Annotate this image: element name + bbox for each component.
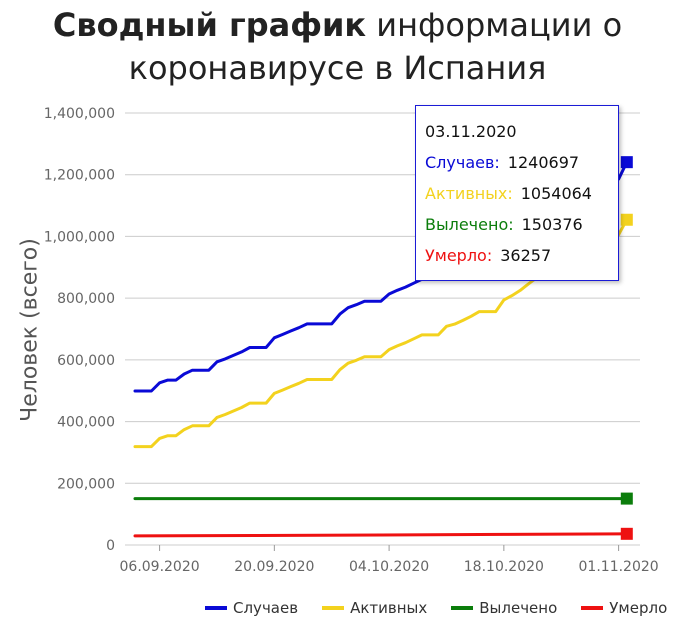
tooltip-row-active: Активных: 1054064 <box>425 178 618 209</box>
chart-title-line2: коронавирусе в Испания <box>128 49 547 87</box>
x-tick-label: 06.09.2020 <box>120 559 200 575</box>
legend-swatch-recovered <box>451 606 474 610</box>
x-tick-label: 20.09.2020 <box>234 559 314 575</box>
y-tick-label: 1,400,000 <box>44 106 115 122</box>
y-tick-label: 400,000 <box>57 415 115 431</box>
legend-swatch-active <box>322 606 345 610</box>
legend-label-cases: Случаев <box>233 599 299 617</box>
chart-title: Сводный график информации о коронавирусе… <box>0 4 675 90</box>
series-marker-active <box>620 213 633 226</box>
tooltip-label-deaths: Умерло: <box>425 246 493 265</box>
legend-item-active[interactable]: Активных <box>322 599 427 617</box>
tooltip-row-recovered: Вылечено: 150376 <box>425 209 618 240</box>
x-tick-labels: 06.09.2020 20.09.2020 04.10.2020 18.10.2020… <box>120 545 659 575</box>
legend-swatch-deaths <box>581 606 604 610</box>
series-marker-cases <box>620 156 633 169</box>
legend-item-recovered[interactable]: Вылечено <box>451 599 557 617</box>
series-marker-recovered <box>620 492 633 505</box>
x-tick-label: 04.10.2020 <box>349 559 429 575</box>
legend-label-recovered: Вылечено <box>479 599 558 617</box>
tooltip-date: 03.11.2020 <box>425 122 517 141</box>
y-tick-label: 0 <box>106 538 115 554</box>
chart-title-rest: информации о <box>366 6 623 44</box>
legend-label-active: Активных <box>350 599 428 617</box>
y-tick-label: 200,000 <box>57 476 115 492</box>
x-tick-label: 01.11.2020 <box>579 559 659 575</box>
series-end-markers <box>620 156 633 540</box>
tooltip-value-cases: 1240697 <box>507 153 580 172</box>
tooltip-label-active: Активных: <box>425 184 513 203</box>
series-line-deaths <box>133 532 629 538</box>
legend: Случаев Активных Вылечено Умерло <box>205 598 667 618</box>
y-tick-label: 600,000 <box>57 353 115 369</box>
chart-title-bold: Сводный график <box>52 6 367 44</box>
tooltip-value-recovered: 150376 <box>521 215 583 234</box>
tooltip-value-active: 1054064 <box>520 184 592 203</box>
y-tick-label: 800,000 <box>57 291 115 307</box>
tooltip-row-deaths: Умерло: 36257 <box>425 240 618 271</box>
tooltip-label-cases: Случаев: <box>425 153 500 172</box>
tooltip-row-cases: Случаев: 1240697 <box>425 147 618 178</box>
y-tick-labels: 0 200,000 400,000 600,000 800,000 1,000,000 1,… <box>44 106 115 554</box>
legend-item-cases[interactable]: Случаев <box>205 599 298 617</box>
series-marker-deaths <box>620 527 633 540</box>
tooltip-label-recovered: Вылечено: <box>425 215 514 234</box>
legend-swatch-cases <box>205 606 227 610</box>
x-tick-label: 18.10.2020 <box>464 559 544 575</box>
y-tick-label: 1,200,000 <box>44 168 115 184</box>
legend-item-deaths[interactable]: Умерло <box>581 599 667 617</box>
y-tick-label: 1,000,000 <box>44 229 115 245</box>
tooltip: 03.11.2020 Случаев: 1240697 Активных: 1054… <box>415 105 619 281</box>
legend-label-deaths: Умерло <box>609 599 668 617</box>
tooltip-value-deaths: 36257 <box>500 246 552 265</box>
